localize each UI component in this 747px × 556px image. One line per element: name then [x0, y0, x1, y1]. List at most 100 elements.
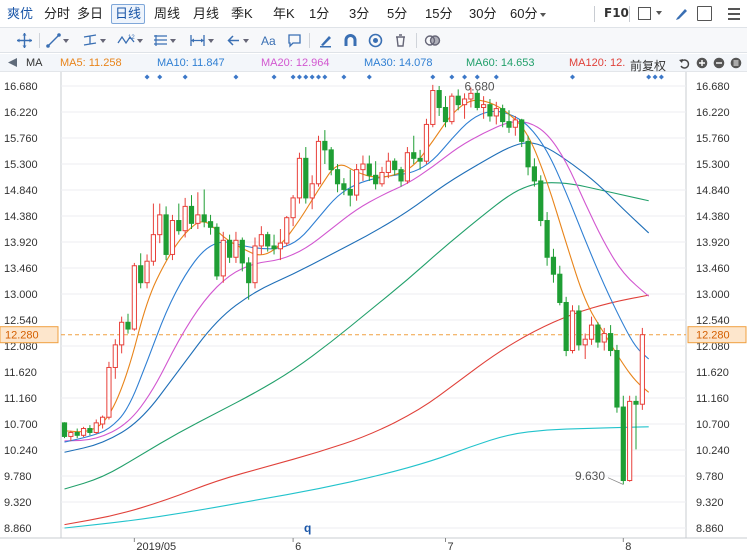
- y-tick-label-left: 12.080: [4, 341, 38, 353]
- chevron-down-icon: [170, 38, 176, 43]
- arrow-tool[interactable]: [226, 32, 249, 49]
- x-tick-label: 2019/05: [136, 541, 176, 553]
- legend-item[interactable]: MA10: 11.847: [157, 57, 225, 69]
- candle-body: [411, 152, 417, 159]
- period-tab[interactable]: 日线: [111, 4, 146, 24]
- candle-body: [455, 95, 461, 106]
- channel-tool[interactable]: [82, 32, 106, 49]
- fibonacci-icon: [154, 35, 167, 46]
- event-marker: [430, 74, 436, 80]
- candle-body: [417, 157, 423, 162]
- period-tab[interactable]: 季K: [228, 4, 256, 24]
- period-tab-label: 爽优: [7, 6, 34, 21]
- chevron-down-icon: [137, 38, 143, 43]
- candle-body: [538, 180, 544, 222]
- magnet-tool[interactable]: [343, 32, 358, 49]
- legend-item[interactable]: MA60: 14.653: [466, 57, 535, 69]
- candle-body: [290, 197, 296, 219]
- period-tab[interactable]: 多日: [74, 4, 106, 24]
- overlay-tool[interactable]: [424, 32, 441, 49]
- chevron-down-icon[interactable]: [540, 12, 547, 17]
- settings-icon[interactable]: [730, 57, 742, 69]
- y-tick-label-left: 14.840: [4, 185, 38, 197]
- candle-body: [557, 273, 563, 303]
- undo-icon[interactable]: [678, 57, 690, 69]
- magnet-icon: [344, 34, 357, 46]
- wave-tool[interactable]: 123: [117, 32, 143, 49]
- toolbar-separator: [629, 6, 630, 22]
- text-tool[interactable]: Aa: [261, 32, 276, 49]
- delete-tool[interactable]: [393, 32, 408, 49]
- collapse-icon[interactable]: [8, 58, 17, 67]
- candle-body: [303, 157, 309, 199]
- event-marker: [462, 74, 468, 80]
- candlestick-chart[interactable]: 16.680 16.680 16.220 16.220 15.760 15.760 15.3…: [0, 72, 747, 556]
- candle-body: [461, 98, 468, 106]
- price-adjust-label[interactable]: 前复权: [630, 59, 667, 73]
- pen-icon[interactable]: [674, 6, 688, 21]
- candle-body: [201, 214, 207, 223]
- range-tool[interactable]: [189, 32, 214, 49]
- candle-body: [347, 188, 353, 196]
- event-marker: [144, 74, 150, 80]
- comment-tool[interactable]: [287, 32, 302, 49]
- candle-body: [68, 431, 74, 437]
- crosshair-tool[interactable]: [16, 32, 33, 49]
- legend-item[interactable]: MA20: 12.964: [261, 57, 330, 69]
- y-tick-label-left: 15.300: [4, 159, 38, 171]
- arrow-left-icon: [227, 35, 239, 46]
- period-tab[interactable]: 爽优: [4, 4, 36, 24]
- period-tab[interactable]: 15分: [422, 4, 455, 24]
- period-tab[interactable]: 年K: [270, 4, 298, 24]
- period-tab[interactable]: 5分: [384, 4, 410, 24]
- period-tab[interactable]: 3分: [346, 4, 372, 24]
- candle-body: [474, 92, 480, 108]
- period-tab-label: 年K: [273, 6, 295, 21]
- legend-item[interactable]: MA5: 11.258: [60, 57, 122, 69]
- drawing-toolbar: 123 Aa: [0, 28, 747, 53]
- line-tool-icon: [46, 33, 61, 48]
- candle-body: [233, 239, 239, 258]
- zoom-in-icon[interactable]: [696, 57, 708, 69]
- event-marker: [570, 74, 575, 80]
- y-tick-label-left: 16.680: [4, 81, 38, 93]
- candle-body: [436, 90, 442, 108]
- chevron-down-icon[interactable]: [656, 11, 662, 15]
- period-tab[interactable]: 月线: [190, 4, 222, 24]
- period-tab[interactable]: 分时: [41, 4, 73, 24]
- brush-tool[interactable]: [318, 32, 333, 49]
- toolbar-separator: [39, 33, 40, 48]
- legend-item[interactable]: MA30: 14.078: [364, 57, 433, 69]
- y-tick-label-left: 13.460: [4, 263, 38, 275]
- zoom-out-icon[interactable]: [713, 57, 725, 69]
- candle-body: [550, 256, 557, 275]
- menu-icon[interactable]: [727, 6, 741, 21]
- legend-item[interactable]: MA120: 12.: [569, 57, 626, 69]
- chevron-down-icon: [208, 38, 214, 43]
- candle-body: [131, 265, 137, 330]
- y-tick-label-left: 9.320: [4, 497, 32, 509]
- candle-body: [588, 324, 595, 340]
- period-tab[interactable]: 周线: [151, 4, 183, 24]
- period-tab[interactable]: 30分: [466, 4, 499, 24]
- x-tick-label: 7: [448, 541, 454, 553]
- chevron-down-icon: [243, 38, 249, 43]
- candle-body: [169, 220, 176, 255]
- f10-button[interactable]: F10: [604, 6, 629, 20]
- candle-body: [512, 119, 518, 128]
- eye-tool[interactable]: [368, 32, 383, 49]
- indicator-name[interactable]: MA: [26, 57, 43, 69]
- event-marker: [296, 74, 302, 80]
- layout-icon[interactable]: [697, 6, 712, 21]
- checkbox-square-icon[interactable]: [638, 7, 651, 20]
- period-tab[interactable]: 1分: [306, 4, 332, 24]
- period-tab[interactable]: 60分: [507, 4, 549, 24]
- candle-body: [220, 239, 226, 277]
- fibonacci-tool[interactable]: [153, 32, 176, 49]
- y-tick-label-left: 11.160: [4, 393, 37, 405]
- candle-body: [296, 157, 303, 199]
- ma-line-ma30: [64, 142, 650, 453]
- period-tab-label: 1分: [309, 6, 330, 21]
- candle-body: [315, 140, 322, 185]
- line-tool[interactable]: [46, 32, 69, 49]
